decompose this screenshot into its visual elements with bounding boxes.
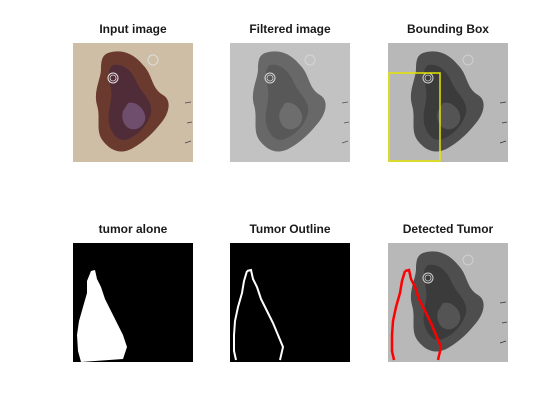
panel-title: Input image	[99, 22, 167, 36]
tumor-mask-image	[73, 243, 193, 362]
detected-tumor-outline	[390, 268, 443, 361]
input-image	[73, 43, 193, 162]
bounding-box-rect	[388, 72, 441, 162]
bounding-box-image	[388, 43, 508, 162]
detected-tumor-image	[388, 243, 508, 362]
panel-title: Bounding Box	[407, 22, 489, 36]
panel-title: Detected Tumor	[402, 222, 494, 236]
filtered-image	[230, 43, 350, 162]
tumor-outline-image	[230, 243, 350, 362]
panel-title: tumor alone	[98, 222, 168, 236]
tumor-mask-shape	[77, 270, 127, 362]
panel-title: Tumor Outline	[249, 222, 331, 236]
tumor-outline-path	[233, 268, 285, 361]
panel-title: Filtered image	[249, 22, 331, 36]
